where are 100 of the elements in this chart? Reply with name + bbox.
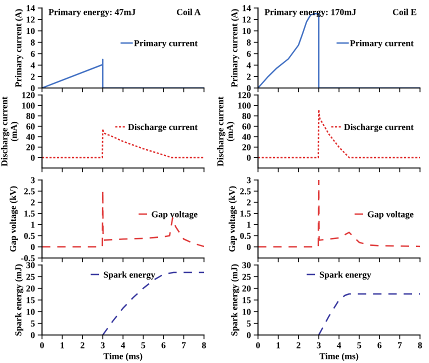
y-tick-label: 2 [30,199,35,206]
x-tick-label: 0 [40,342,44,348]
y-tick-label: 30 [242,262,251,268]
x-tick-label: 5 [141,342,146,348]
y-tick-label: 15 [242,297,251,304]
line-series [42,189,204,248]
annotation: Coil A [176,8,201,16]
line-series [318,293,420,335]
y-tick-label: 3 [246,177,251,184]
y-tick-label: 10 [26,28,35,34]
y-axis-title: Spark energy (mJ) [230,264,240,336]
x-tick-label: 4 [336,342,342,348]
y-axis-title: Gap voltage (kV) [228,186,237,252]
y-tick-label: 20 [242,285,251,292]
x-tick-label: 8 [418,342,422,348]
y-tick-label: 1.5 [240,210,251,217]
y-tick-label: 0 [246,244,251,250]
x-tick-label: 1 [276,342,280,348]
x-tick-label: 1 [60,342,64,348]
legend-label: Gap voltage [152,211,198,220]
line-series [102,272,204,335]
y-tick-label: 12 [26,16,35,23]
y-tick-label: 12 [242,16,251,23]
legend-label: Gap voltage [368,211,414,220]
legend-label: Spark energy [104,271,156,280]
y-tick-label: 0 [246,85,251,92]
y-tick-label: 0 [30,244,35,250]
y-tick-label: 25 [26,274,35,280]
y-tick-label: 10 [242,28,251,34]
y-tick-label: 80 [26,112,35,120]
y-tick-label: 40 [26,134,35,140]
y-axis-title: Discharge current (mA) [1,96,19,166]
x-tick-label: 6 [162,342,166,348]
y-tick-label: 25 [242,274,251,280]
y-tick-label: 0 [246,332,251,338]
y-tick-label: 0 [30,85,35,92]
legend-label: Discharge current [344,124,414,132]
y-tick-label: 4 [246,62,251,68]
y-tick-label: 20 [242,144,251,150]
x-tick-label: 5 [357,342,362,348]
y-tick-label: -0.5 [21,255,35,262]
y-tick-label: 6 [246,50,251,57]
line-series [258,180,420,248]
y-tick-label: 1.5 [24,210,35,217]
y-tick-label: 0 [30,154,35,161]
y-tick-label: 80 [242,112,251,120]
y-axis-title: Primary current (A) [15,9,24,88]
y-tick-label: 3 [30,177,35,184]
y-tick-label: 10 [242,308,251,315]
y-tick-label: 1 [31,222,35,228]
x-tick-label: 3 [316,342,321,348]
y-tick-label: 5 [30,320,35,327]
y-tick-label: 40 [242,134,251,140]
y-tick-label: 100 [238,102,251,109]
x-tick-label: 4 [120,342,126,348]
y-tick-label: 100 [22,102,35,109]
y-axis-title: Spark energy (mJ) [14,264,24,336]
y-tick-label: 20 [26,144,35,150]
y-tick-label: 4 [30,62,35,68]
legend-label: Primary current [134,40,198,48]
y-tick-label: 0.5 [240,232,251,239]
y-axis-title: Gap voltage (kV) [10,186,18,252]
legend-label: Primary current [350,40,414,48]
y-axis-title: Discharge current (mA) [217,96,235,166]
y-tick-label: 2 [246,74,251,80]
x-tick-label: 3 [100,342,105,348]
x-tick-label: 7 [182,342,186,348]
y-tick-label: 0.5 [24,232,35,239]
y-tick-label: 15 [26,297,35,304]
y-tick-label: 120 [22,92,35,98]
legend-label: Discharge current [128,124,198,132]
y-tick-label: 2 [246,199,251,206]
x-axis-title: Time (ms) [104,352,142,362]
x-tick-label: 0 [256,342,260,348]
x-tick-label: 2 [296,342,300,348]
x-tick-label: 2 [80,342,84,348]
y-tick-label: 60 [242,123,251,130]
x-tick-label: 7 [398,342,402,348]
y-tick-label: 0 [30,332,35,338]
y-tick-label: 10 [26,308,35,315]
y-tick-label: 8 [246,39,251,46]
x-tick-label: 6 [378,342,382,348]
y-tick-label: 30 [26,262,35,268]
legend-label: Spark energy [320,271,372,280]
y-axis-title: Primary current (A) [231,9,240,88]
x-tick-label: 8 [202,342,206,348]
y-tick-label: 60 [26,123,35,130]
y-tick-label: 1 [247,222,251,228]
annotation: Primary energy: 47mJ [48,8,136,18]
x-axis-title: Time (ms) [320,352,358,362]
y-tick-label: 2.5 [240,188,251,194]
y-tick-label: 6 [30,50,35,57]
annotation: Coil E [392,8,416,16]
y-tick-label: 2 [30,74,35,80]
y-tick-label: 8 [30,39,35,46]
y-tick-label: 20 [26,285,35,292]
y-tick-label: 14 [26,5,35,12]
annotation: Primary energy: 170mJ [264,8,356,18]
y-tick-label: 120 [238,92,251,98]
line-series [258,108,420,158]
